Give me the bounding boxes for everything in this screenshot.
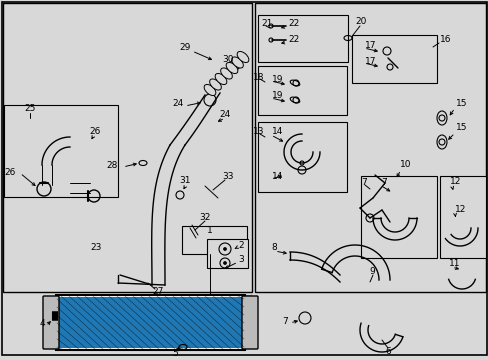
- Text: 2: 2: [238, 240, 244, 249]
- Bar: [351, 35, 436, 83]
- Text: 16: 16: [439, 36, 450, 45]
- Text: 7: 7: [282, 318, 287, 327]
- Text: 8: 8: [270, 243, 276, 252]
- Text: 19: 19: [271, 75, 283, 84]
- Bar: [3, 3, 251, 292]
- Text: 29: 29: [179, 42, 190, 51]
- Text: 5: 5: [172, 348, 178, 357]
- Text: 21: 21: [261, 19, 272, 28]
- Bar: [56, 295, 244, 350]
- Text: 12: 12: [454, 206, 466, 215]
- Circle shape: [223, 248, 226, 251]
- Text: 22: 22: [287, 19, 299, 28]
- Ellipse shape: [231, 57, 243, 68]
- Ellipse shape: [225, 62, 237, 73]
- Text: 15: 15: [455, 99, 467, 108]
- Text: 12: 12: [449, 177, 461, 186]
- Bar: [182, 226, 246, 254]
- Text: 1: 1: [207, 226, 212, 235]
- Bar: [206, 239, 247, 268]
- Text: 27: 27: [152, 288, 163, 297]
- Text: 24: 24: [172, 99, 183, 108]
- Text: 11: 11: [448, 260, 460, 269]
- Text: 18: 18: [252, 72, 264, 81]
- Ellipse shape: [237, 51, 248, 63]
- Text: 32: 32: [199, 213, 210, 222]
- Ellipse shape: [220, 68, 232, 79]
- Text: 15: 15: [455, 123, 467, 132]
- Text: 24: 24: [219, 111, 230, 120]
- Text: 17: 17: [364, 57, 376, 66]
- Text: 7: 7: [380, 179, 386, 188]
- Text: 10: 10: [399, 161, 411, 170]
- Text: 7: 7: [360, 179, 366, 188]
- Text: 4: 4: [39, 319, 45, 328]
- Text: 28: 28: [106, 162, 118, 171]
- Bar: [439, 176, 485, 258]
- Text: 26: 26: [89, 127, 101, 136]
- Text: 31: 31: [179, 176, 190, 185]
- Text: 13: 13: [252, 127, 264, 136]
- Ellipse shape: [209, 79, 221, 90]
- Text: 19: 19: [271, 91, 283, 100]
- Text: 14: 14: [271, 172, 283, 181]
- Ellipse shape: [203, 85, 215, 95]
- Text: 33: 33: [222, 172, 233, 181]
- Text: 25: 25: [24, 104, 36, 113]
- Bar: [4, 105, 118, 197]
- Bar: [258, 66, 346, 115]
- Text: 26: 26: [4, 168, 16, 177]
- Text: 17: 17: [364, 41, 376, 50]
- Circle shape: [223, 261, 226, 265]
- Text: 3: 3: [238, 256, 244, 265]
- FancyBboxPatch shape: [43, 296, 59, 349]
- Bar: [254, 3, 485, 292]
- Text: 20: 20: [354, 17, 366, 26]
- Bar: [360, 176, 436, 258]
- Bar: [58, 297, 243, 348]
- FancyBboxPatch shape: [242, 296, 258, 349]
- Text: 6: 6: [385, 347, 390, 356]
- Text: 9: 9: [368, 267, 374, 276]
- Text: 22: 22: [287, 36, 299, 45]
- Text: 14: 14: [271, 127, 283, 136]
- Text: 30: 30: [222, 55, 233, 64]
- Bar: [258, 15, 347, 62]
- Ellipse shape: [215, 73, 226, 85]
- Bar: [258, 122, 346, 192]
- Text: 23: 23: [90, 243, 102, 252]
